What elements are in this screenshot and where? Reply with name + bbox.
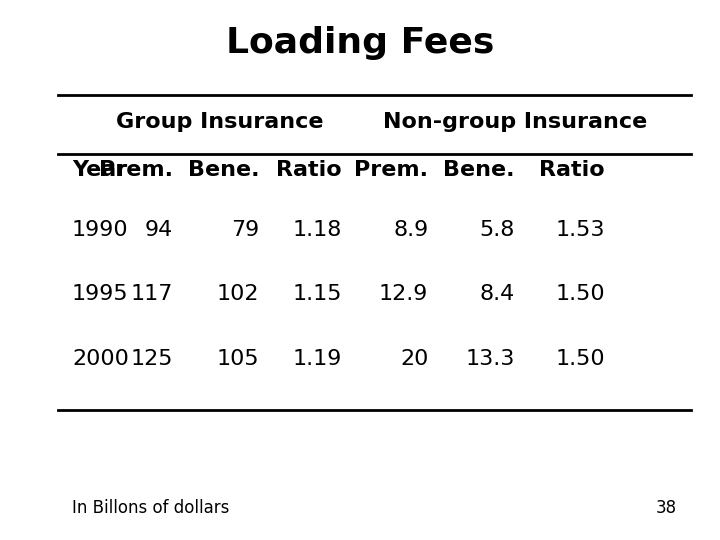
Text: Prem.: Prem. — [99, 160, 173, 180]
Text: Non-group Insurance: Non-group Insurance — [382, 111, 647, 132]
Text: 1.53: 1.53 — [555, 219, 605, 240]
Text: 1.15: 1.15 — [292, 284, 342, 305]
Text: 1.50: 1.50 — [555, 284, 605, 305]
Text: 1.50: 1.50 — [555, 349, 605, 369]
Text: In Billons of dollars: In Billons of dollars — [72, 498, 230, 517]
Text: 8.4: 8.4 — [480, 284, 515, 305]
Text: 2000: 2000 — [72, 349, 129, 369]
Text: 1.18: 1.18 — [292, 219, 342, 240]
Text: Loading Fees: Loading Fees — [226, 26, 494, 60]
Text: Ratio: Ratio — [276, 160, 342, 180]
Text: 94: 94 — [145, 219, 173, 240]
Text: 13.3: 13.3 — [465, 349, 515, 369]
Text: Prem.: Prem. — [354, 160, 428, 180]
Text: 102: 102 — [217, 284, 259, 305]
Text: 1995: 1995 — [72, 284, 129, 305]
Text: 125: 125 — [130, 349, 173, 369]
Text: 1990: 1990 — [72, 219, 129, 240]
Text: 12.9: 12.9 — [379, 284, 428, 305]
Text: 38: 38 — [656, 498, 677, 517]
Text: 20: 20 — [400, 349, 428, 369]
Text: 8.9: 8.9 — [393, 219, 428, 240]
Text: 1.19: 1.19 — [292, 349, 342, 369]
Text: 105: 105 — [217, 349, 259, 369]
Text: Bene.: Bene. — [188, 160, 259, 180]
Text: 79: 79 — [231, 219, 259, 240]
Text: 117: 117 — [130, 284, 173, 305]
Text: Group Insurance: Group Insurance — [116, 111, 323, 132]
Text: 5.8: 5.8 — [480, 219, 515, 240]
Text: Ratio: Ratio — [539, 160, 605, 180]
Text: Bene.: Bene. — [444, 160, 515, 180]
Text: Year: Year — [72, 160, 127, 180]
